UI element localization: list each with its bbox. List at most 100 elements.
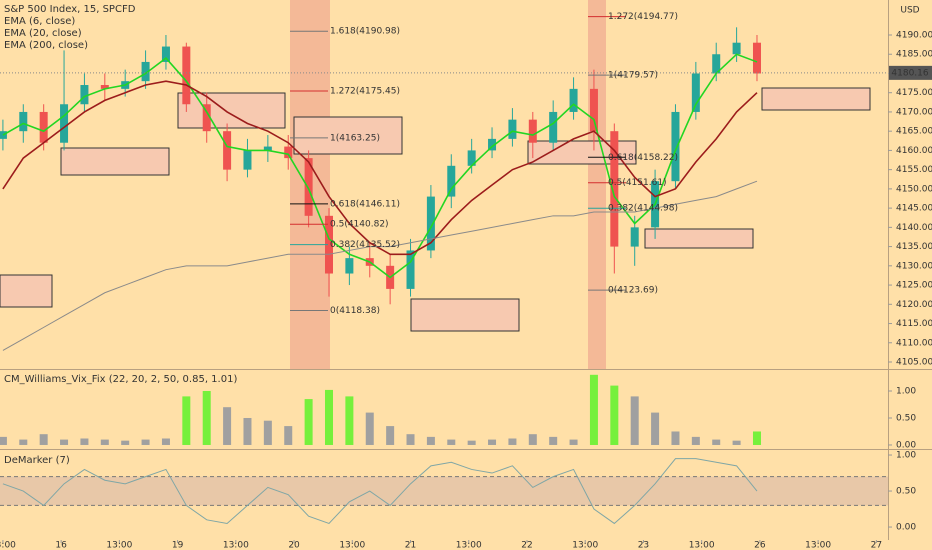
y-tick-label: 4190.00 — [896, 31, 932, 41]
x-tick-label: 13:00 — [339, 541, 365, 550]
y-tick-label: 0.00 — [896, 523, 916, 533]
candle-body — [732, 42, 741, 55]
x-tick-label: 27 — [871, 541, 882, 550]
x-tick-label: 23 — [638, 541, 649, 550]
y-tick-label: 4120.00 — [896, 300, 932, 310]
x-tick-label: 13:00 — [106, 541, 132, 550]
candle-body — [19, 111, 28, 132]
histogram-bar — [345, 396, 354, 445]
indicator-title: DeMarker (7) — [4, 455, 70, 466]
y-tick-label: 0.50 — [896, 487, 916, 497]
candle-body — [263, 146, 272, 151]
histogram-bar — [365, 412, 374, 445]
x-tick-label: 13:00 — [689, 541, 715, 550]
fib-label: 0.618(4158.22) — [608, 153, 678, 163]
x-tick-label: 13:00 — [0, 541, 16, 550]
histogram-bar — [610, 385, 619, 445]
histogram-bar — [386, 426, 395, 445]
chart-title: S&P 500 Index, 15, SPCFD — [4, 4, 136, 15]
x-tick-label: 21 — [405, 541, 416, 550]
candle-body — [528, 119, 537, 143]
zone-box — [410, 298, 520, 332]
zone-box — [761, 87, 871, 111]
ema-line — [2, 80, 758, 256]
y-tick-label: 4150.00 — [896, 184, 932, 194]
candle-body — [161, 46, 170, 62]
x-tick-label: 22 — [521, 541, 532, 550]
zone-box — [0, 274, 53, 308]
histogram-bar — [447, 439, 456, 445]
fib-label: 0.382(4135.52) — [330, 240, 400, 250]
x-tick-label: 19 — [172, 541, 184, 550]
y-tick-label: 4175.00 — [896, 88, 932, 98]
fib-label: 0.5(4140.82) — [330, 220, 389, 230]
candle-body — [141, 61, 150, 82]
histogram-bar — [182, 396, 191, 445]
histogram-bar — [406, 434, 415, 445]
fib-label: 1(4163.25) — [330, 133, 380, 143]
y-tick-label: 4155.00 — [896, 165, 932, 175]
histogram-bar — [508, 438, 517, 445]
histogram-bar — [691, 436, 700, 445]
histogram-bar — [161, 438, 170, 445]
candle-body — [284, 146, 293, 159]
histogram-bar — [19, 439, 28, 445]
y-tick-label: 0.50 — [896, 413, 916, 423]
candle-body — [447, 165, 456, 197]
fib-label: 0(4118.38) — [330, 306, 380, 316]
histogram-bar — [671, 431, 680, 445]
y-tick-label: 4115.00 — [896, 319, 932, 329]
candle-body — [630, 227, 639, 247]
y-tick-label: 4170.00 — [896, 107, 932, 117]
zone-box — [293, 116, 403, 155]
histogram-bar — [284, 426, 293, 445]
histogram-bar — [243, 417, 252, 445]
candle-body — [488, 138, 497, 151]
fib-label: 1(4179.57) — [608, 71, 658, 81]
zones — [0, 87, 871, 332]
histogram-bar — [589, 374, 598, 445]
y-tick-label: 4185.00 — [896, 50, 932, 60]
histogram-bar — [263, 420, 272, 445]
fib-label: 1.272(4175.45) — [330, 86, 400, 96]
fib-label: 1.272(4194.77) — [608, 12, 678, 22]
candle-body — [182, 46, 191, 105]
x-tick-label: 26 — [754, 541, 766, 550]
histogram-bar — [732, 440, 741, 445]
histogram-bar — [223, 407, 232, 445]
candle-body — [610, 131, 619, 247]
histogram-bar — [39, 434, 48, 445]
legend-entry: EMA (200, close) — [4, 40, 88, 51]
candle-body — [60, 104, 69, 143]
candle-body — [345, 258, 354, 274]
x-tick-label: 13:00 — [805, 541, 831, 550]
candle-body — [712, 54, 721, 74]
candle-body — [426, 196, 435, 251]
fib-label: 0.5(4151.61) — [608, 178, 667, 188]
legend-entry: EMA (6, close) — [4, 16, 75, 27]
histogram-bar — [0, 436, 7, 445]
demarker-line — [2, 458, 758, 525]
histogram-bar — [467, 440, 476, 445]
highlight-band — [588, 0, 606, 369]
candle-body — [202, 104, 211, 132]
fib-label: 0.382(4144.98) — [608, 204, 678, 214]
candle-body — [569, 88, 578, 112]
legend-entry: EMA (20, close) — [4, 28, 82, 39]
histogram-bar — [304, 399, 313, 445]
histogram-bar — [60, 439, 69, 445]
histogram-bar — [630, 396, 639, 445]
histogram-bar — [528, 434, 537, 445]
last-price-box — [889, 65, 932, 80]
fib-label: 1.618(4190.98) — [330, 27, 400, 37]
zone-box — [527, 140, 637, 165]
candle-body — [304, 158, 313, 216]
y-tick-label: 4110.00 — [896, 338, 932, 348]
histogram-bar — [549, 436, 558, 445]
fib-label: 0.618(4146.11) — [330, 199, 400, 209]
x-tick-label: 16 — [55, 541, 67, 550]
y-tick-label: 1.00 — [896, 387, 916, 397]
x-tick-label: 13:00 — [456, 541, 482, 550]
candle-body — [549, 111, 558, 143]
